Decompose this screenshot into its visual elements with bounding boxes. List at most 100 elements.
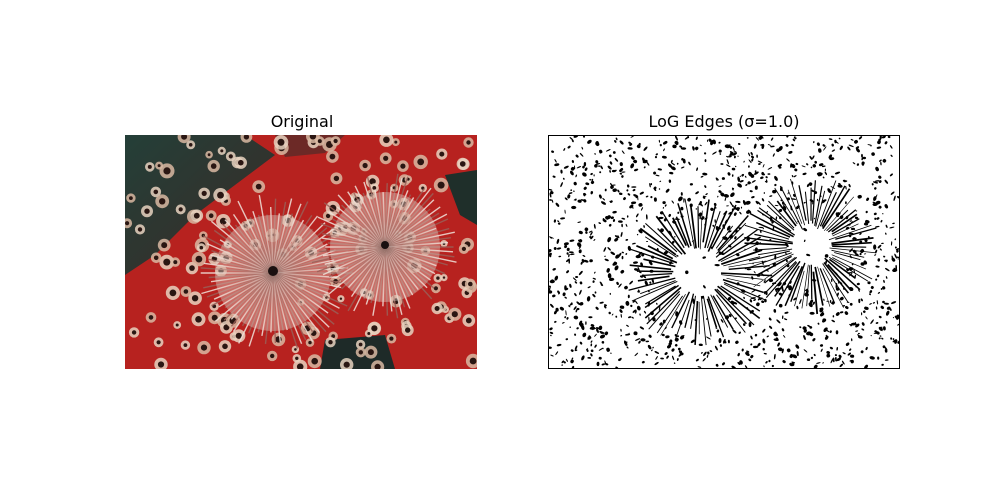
edge-blob bbox=[834, 171, 841, 175]
edge-blob bbox=[615, 137, 618, 141]
edge-ray bbox=[794, 270, 805, 307]
edge-blob bbox=[806, 253, 811, 257]
edge-blob bbox=[699, 144, 702, 147]
edge-ray bbox=[714, 288, 747, 325]
edge-ray bbox=[817, 266, 831, 307]
edge-blob bbox=[643, 225, 645, 228]
edge-blob bbox=[831, 319, 835, 323]
edge-blob bbox=[590, 349, 594, 353]
edge-blob bbox=[762, 347, 765, 351]
edge-blob bbox=[855, 210, 858, 212]
edge-blob bbox=[650, 195, 653, 199]
edge-blob bbox=[579, 302, 584, 306]
edge-blob bbox=[576, 327, 579, 330]
edge-blob bbox=[584, 200, 587, 203]
edge-blob bbox=[826, 329, 830, 333]
edge-ray bbox=[656, 295, 684, 334]
edge-blob bbox=[795, 162, 799, 166]
sponge-pore-hole bbox=[459, 161, 466, 167]
edge-blob bbox=[735, 207, 740, 210]
edge-blob bbox=[574, 281, 578, 284]
edge-blob bbox=[744, 365, 748, 368]
edge-blob bbox=[746, 350, 750, 353]
edge-blob bbox=[829, 299, 832, 304]
edge-ray bbox=[776, 200, 797, 227]
edge-blob bbox=[649, 183, 651, 188]
edge-blob bbox=[598, 222, 602, 224]
edge-blob bbox=[806, 358, 811, 362]
edge-blob bbox=[695, 208, 697, 210]
edge-blob bbox=[563, 242, 569, 246]
edge-ray bbox=[827, 263, 853, 292]
edge-blob bbox=[556, 247, 562, 250]
edge-blob bbox=[583, 136, 585, 138]
edge-blob bbox=[772, 153, 775, 157]
edge-blob bbox=[858, 136, 863, 140]
edge-blob bbox=[889, 145, 893, 149]
edge-blob bbox=[837, 184, 843, 188]
edge-blob bbox=[618, 252, 622, 257]
edge-blob bbox=[829, 330, 832, 334]
edge-blob bbox=[635, 219, 638, 222]
edge-blob bbox=[655, 174, 660, 177]
edge-blob bbox=[655, 153, 659, 156]
edge-blob bbox=[817, 322, 820, 325]
edge-blob bbox=[763, 365, 765, 368]
edge-blob bbox=[573, 306, 577, 311]
edge-blob bbox=[853, 268, 855, 274]
edge-blob bbox=[737, 142, 741, 146]
edge-blob bbox=[864, 239, 868, 243]
edge-ray bbox=[824, 257, 861, 291]
edge-ray bbox=[639, 227, 677, 256]
edge-blob bbox=[573, 136, 579, 138]
edge-blob bbox=[612, 151, 616, 154]
edge-blob bbox=[633, 159, 638, 164]
edge-blob bbox=[575, 308, 578, 313]
sponge-pore-hole bbox=[173, 260, 178, 265]
edge-blob bbox=[668, 213, 671, 218]
edge-ray bbox=[697, 206, 700, 248]
edge-blob bbox=[582, 332, 587, 338]
edge-blob bbox=[590, 231, 593, 236]
edge-ray bbox=[763, 253, 794, 269]
edge-ray bbox=[728, 260, 767, 268]
edge-blob bbox=[592, 277, 596, 280]
edge-blob bbox=[646, 161, 650, 166]
edge-blob bbox=[762, 328, 766, 333]
edge-ray bbox=[655, 215, 687, 255]
edge-blob bbox=[561, 364, 563, 366]
edge-blob bbox=[721, 362, 726, 366]
sponge-pore-hole bbox=[328, 340, 333, 345]
edge-blob bbox=[732, 329, 737, 334]
edge-blob bbox=[893, 195, 896, 202]
edge-blob bbox=[794, 168, 798, 172]
edge-blob bbox=[785, 259, 788, 263]
edge-blob bbox=[759, 136, 764, 139]
edge-blob bbox=[620, 231, 623, 237]
sponge-pore-hole bbox=[468, 281, 473, 287]
edge-blob bbox=[764, 180, 768, 183]
edge-blob bbox=[774, 175, 778, 181]
edge-blob bbox=[773, 332, 778, 337]
edge-blob bbox=[636, 305, 641, 311]
edge-blob bbox=[654, 156, 658, 159]
edge-blob bbox=[870, 319, 874, 325]
edge-blob bbox=[879, 248, 882, 251]
edge-blob bbox=[810, 166, 813, 169]
edge-blob bbox=[889, 226, 895, 229]
edge-blob bbox=[776, 319, 781, 324]
edge-blob bbox=[757, 342, 761, 347]
edge-blob bbox=[884, 302, 889, 305]
edge-blob bbox=[670, 162, 676, 166]
edge-blob bbox=[757, 294, 761, 297]
edge-blob bbox=[856, 163, 860, 166]
edge-ray bbox=[722, 228, 759, 256]
sponge-pore-hole bbox=[331, 334, 336, 339]
edge-blob bbox=[719, 153, 722, 155]
edge-blob bbox=[880, 305, 885, 310]
edge-ray bbox=[753, 247, 787, 251]
edge-ray bbox=[644, 284, 679, 309]
edge-blob bbox=[664, 204, 667, 207]
edge-blob bbox=[830, 278, 833, 283]
edge-ray bbox=[636, 245, 678, 264]
